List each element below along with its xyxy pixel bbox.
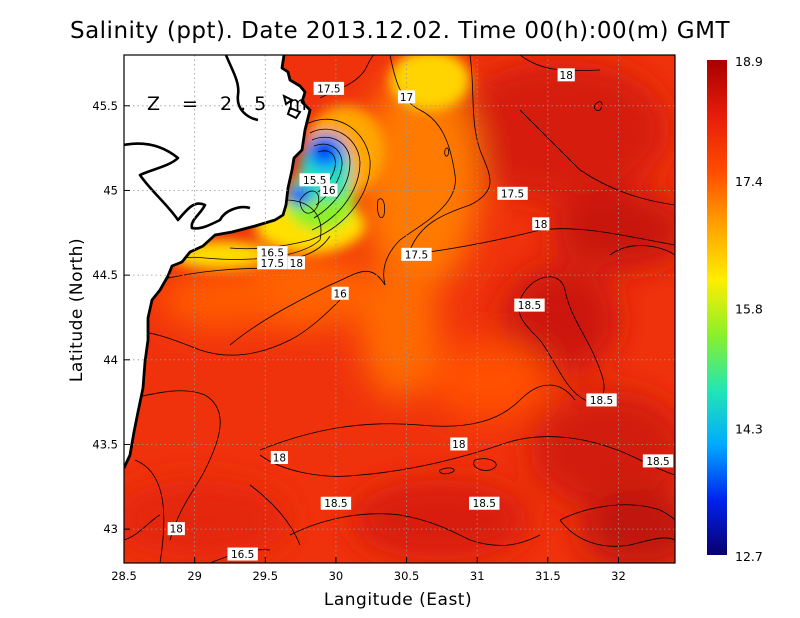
gridlines	[124, 55, 675, 563]
contour-label-text: 17.5	[405, 249, 428, 261]
x-axis-ticks: 28.5 29 29.5 30 30.5 31 31.5 32	[111, 557, 626, 583]
contour-label-box	[320, 183, 338, 197]
contour-label-text: 16	[322, 185, 336, 197]
colorbar-tick-label: 14.3	[735, 421, 763, 436]
chart-title: Salinity (ppt). Date 2013.12.02. Time 00…	[69, 18, 731, 44]
contour-label-box	[532, 217, 550, 231]
x-tick-label: 29	[187, 569, 202, 583]
contour-label: 17.5	[497, 186, 528, 200]
contour-lines	[124, 55, 675, 563]
contour-label: 16	[331, 286, 349, 300]
contour-label-text: 18	[560, 70, 573, 82]
coastline	[124, 55, 312, 469]
colorbar-tick-label: 17.4	[735, 174, 763, 189]
lake-outline	[124, 142, 251, 230]
y-tick-label: 45.5	[92, 99, 118, 113]
contour-label: 17.5	[401, 247, 432, 261]
colorbar	[707, 60, 727, 555]
contour-label-box	[257, 246, 288, 260]
contour-label: 18.5	[586, 393, 617, 407]
contour-label-text: 17.5	[317, 83, 340, 95]
contour-label-text: 18.5	[518, 300, 541, 312]
x-tick-label: 31	[470, 569, 485, 583]
contour-label-box	[299, 173, 330, 187]
contour-label-box	[331, 286, 349, 300]
contour-label-text: 18	[452, 439, 465, 451]
y-tick-label: 43.5	[92, 437, 118, 451]
contour-label-text: 18	[273, 453, 286, 465]
contour-label-box	[313, 81, 345, 95]
contour-label: 18.5	[642, 454, 674, 468]
contour-label-box	[320, 496, 352, 510]
x-tick-label: 30	[329, 569, 344, 583]
contour-label-box	[497, 186, 528, 200]
contour-label: 18	[270, 451, 289, 465]
contour-label-text: 17	[400, 92, 413, 104]
contour-label: 18	[167, 522, 185, 536]
contour-label: 18	[532, 217, 550, 231]
contour-label-text: 18.5	[646, 456, 669, 468]
contour-label-text: 18.5	[473, 498, 496, 510]
contour-label-box	[586, 393, 617, 407]
contour-label-box	[270, 451, 289, 465]
contour-label-box	[397, 90, 416, 104]
contour-label-text: 17.5	[501, 188, 524, 200]
y-tick-label: 44.5	[92, 268, 118, 282]
contour-label-box	[167, 522, 185, 536]
contour-label-text: 18	[290, 258, 303, 270]
contour-label-text: 16	[333, 288, 347, 300]
contour-label-box	[257, 256, 288, 270]
contour-label: 18	[450, 437, 468, 451]
land-area	[124, 55, 310, 468]
x-tick-label: 28.5	[111, 569, 137, 583]
y-axis-ticks: 43 43.5 44 44.5 45 45.5	[92, 99, 130, 536]
contour-label-text: 16.5	[231, 549, 254, 561]
y-axis-label: Latitude (North)	[67, 237, 87, 383]
x-axis-label: Langitude (East)	[323, 590, 473, 610]
colorbar-ticks: 12.7 14.3 15.8 17.4 18.9	[735, 54, 763, 564]
contour-label: 16.5	[227, 547, 258, 561]
contour-label: 18	[557, 68, 575, 82]
x-tick-label: 31.5	[535, 569, 561, 583]
contour-label: 17	[397, 90, 416, 104]
contour-label-text: 17.5	[261, 258, 284, 270]
y-tick-label: 44	[103, 353, 118, 367]
plot-frame	[123, 54, 676, 564]
contour-label: 18.5	[469, 496, 500, 510]
contour-label-text: 18.5	[590, 395, 613, 407]
contour-label: 18.5	[320, 496, 352, 510]
contour-label-box	[514, 298, 545, 312]
y-tick-label: 43	[103, 522, 118, 536]
colorbar-tick-label: 18.9	[735, 54, 763, 69]
contour-label-box	[557, 68, 575, 82]
depth-label: Z = 2.5 m	[147, 93, 315, 115]
contour-label-box	[287, 256, 305, 270]
contour-label: 17.5	[313, 81, 345, 95]
contour-label-text: 18	[534, 219, 547, 231]
contour-label-box	[401, 247, 432, 261]
contour-label-text: 18.5	[324, 498, 347, 510]
contour-label-text: 18	[170, 524, 183, 536]
contour-label: 18.5	[514, 298, 545, 312]
x-tick-label: 30.5	[394, 569, 420, 583]
colorbar-tick-label: 15.8	[735, 302, 763, 317]
danube-delta-islands	[282, 94, 302, 120]
contour-label: 17.5	[257, 256, 288, 270]
contour-label: 16	[320, 183, 338, 197]
contour-label-box	[450, 437, 468, 451]
contour-label-box	[469, 496, 500, 510]
colorbar-tick-label: 12.7	[735, 549, 763, 564]
contour-label-box	[227, 547, 258, 561]
y-tick-label: 45	[103, 183, 118, 197]
salinity-field	[124, 55, 675, 563]
x-tick-label: 32	[611, 569, 626, 583]
contour-label-box	[642, 454, 674, 468]
river-outline	[224, 55, 259, 122]
contour-label: 18	[287, 256, 305, 270]
x-tick-label: 29.5	[252, 569, 278, 583]
